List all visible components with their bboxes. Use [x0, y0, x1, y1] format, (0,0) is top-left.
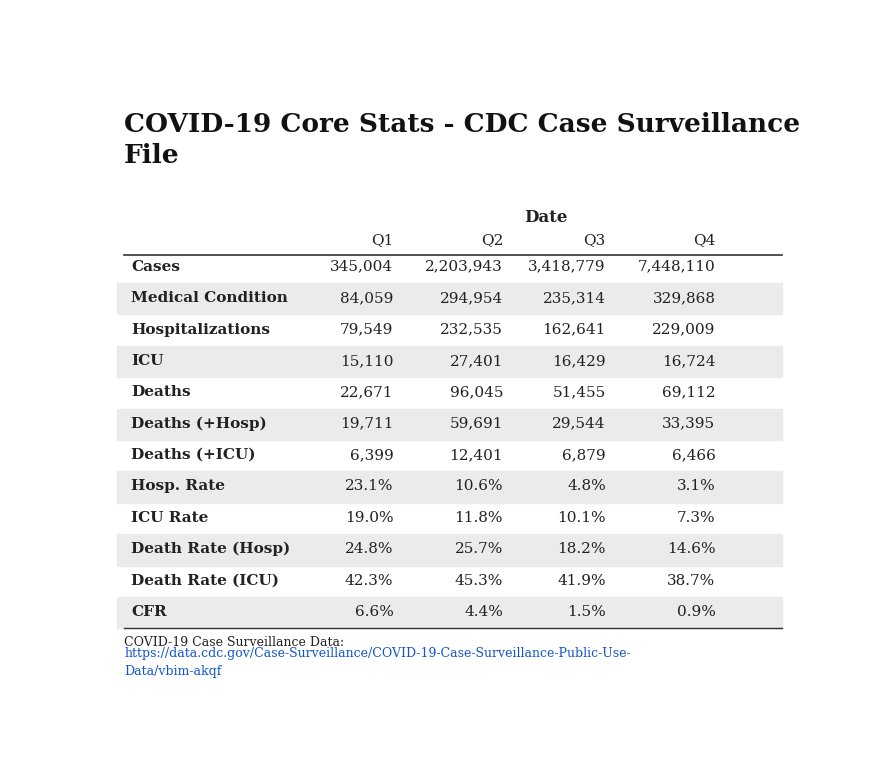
Text: 1.5%: 1.5% [567, 605, 606, 619]
Text: 29,544: 29,544 [552, 416, 606, 430]
Text: Cases: Cases [131, 260, 180, 274]
Text: 6,879: 6,879 [562, 448, 606, 462]
Text: 15,110: 15,110 [340, 354, 393, 368]
Text: 79,549: 79,549 [340, 322, 393, 336]
Text: 19,711: 19,711 [340, 416, 393, 430]
Text: 16,429: 16,429 [552, 354, 606, 368]
Text: 4.8%: 4.8% [567, 480, 606, 493]
Text: 3,418,779: 3,418,779 [529, 260, 606, 274]
Text: 69,112: 69,112 [662, 385, 715, 399]
Text: 2,203,943: 2,203,943 [425, 260, 503, 274]
Text: 12,401: 12,401 [449, 448, 503, 462]
Text: 10.1%: 10.1% [557, 511, 606, 524]
Text: 11.8%: 11.8% [454, 511, 503, 524]
Text: 38.7%: 38.7% [667, 574, 715, 588]
Text: 18.2%: 18.2% [557, 543, 606, 557]
Text: 59,691: 59,691 [450, 416, 503, 430]
Text: 19.0%: 19.0% [345, 511, 393, 524]
Text: CFR: CFR [131, 605, 167, 619]
Text: 33,395: 33,395 [662, 416, 715, 430]
Text: 7.3%: 7.3% [677, 511, 715, 524]
Text: 51,455: 51,455 [552, 385, 606, 399]
Text: 0.9%: 0.9% [676, 605, 715, 619]
Text: Deaths (+Hosp): Deaths (+Hosp) [131, 416, 267, 431]
Text: Date: Date [524, 209, 568, 227]
Text: 10.6%: 10.6% [454, 480, 503, 493]
Text: 162,641: 162,641 [543, 322, 606, 336]
Text: 25.7%: 25.7% [454, 543, 503, 557]
Text: 24.8%: 24.8% [345, 543, 393, 557]
Bar [118, 408, 782, 440]
Text: 4.4%: 4.4% [464, 605, 503, 619]
Text: 96,045: 96,045 [450, 385, 503, 399]
Text: 16,724: 16,724 [662, 354, 715, 368]
Text: 22,671: 22,671 [340, 385, 393, 399]
Text: Death Rate (Hosp): Death Rate (Hosp) [131, 542, 290, 557]
Text: COVID-19 Case Surveillance Data:: COVID-19 Case Surveillance Data: [124, 636, 345, 648]
Text: Q3: Q3 [583, 233, 606, 247]
Bar [118, 346, 782, 377]
Bar [118, 597, 782, 628]
Text: COVID-19 Core Stats - CDC Case Surveillance
File: COVID-19 Core Stats - CDC Case Surveilla… [124, 112, 800, 169]
Text: 6,466: 6,466 [672, 448, 715, 462]
Text: Q2: Q2 [481, 233, 503, 247]
Text: Q1: Q1 [371, 233, 393, 247]
Text: ICU Rate: ICU Rate [131, 511, 209, 524]
Text: 41.9%: 41.9% [557, 574, 606, 588]
Text: 27,401: 27,401 [450, 354, 503, 368]
Text: Death Rate (ICU): Death Rate (ICU) [131, 574, 279, 588]
Text: 84,059: 84,059 [340, 291, 393, 305]
Text: 235,314: 235,314 [543, 291, 606, 305]
Text: Q4: Q4 [693, 233, 715, 247]
Text: 232,535: 232,535 [440, 322, 503, 336]
Bar [118, 471, 782, 503]
Text: 7,448,110: 7,448,110 [637, 260, 715, 274]
Text: 229,009: 229,009 [652, 322, 715, 336]
Text: 42.3%: 42.3% [345, 574, 393, 588]
Text: Hosp. Rate: Hosp. Rate [131, 480, 225, 493]
Text: 6,399: 6,399 [350, 448, 393, 462]
Text: Deaths: Deaths [131, 385, 191, 399]
Text: 329,868: 329,868 [652, 291, 715, 305]
Text: 345,004: 345,004 [331, 260, 393, 274]
Text: Medical Condition: Medical Condition [131, 291, 288, 305]
Text: 3.1%: 3.1% [676, 480, 715, 493]
Text: ICU: ICU [131, 354, 164, 368]
Text: 294,954: 294,954 [440, 291, 503, 305]
Text: Deaths (+ICU): Deaths (+ICU) [131, 448, 255, 462]
Text: 14.6%: 14.6% [667, 543, 715, 557]
Text: 23.1%: 23.1% [345, 480, 393, 493]
Text: Hospitalizations: Hospitalizations [131, 322, 270, 336]
Text: https://data.cdc.gov/Case-Surveillance/COVID-19-Case-Surveillance-Public-Use-
Da: https://data.cdc.gov/Case-Surveillance/C… [124, 648, 631, 678]
Bar [118, 283, 782, 314]
Text: 6.6%: 6.6% [354, 605, 393, 619]
Text: 45.3%: 45.3% [454, 574, 503, 588]
Bar [118, 534, 782, 565]
